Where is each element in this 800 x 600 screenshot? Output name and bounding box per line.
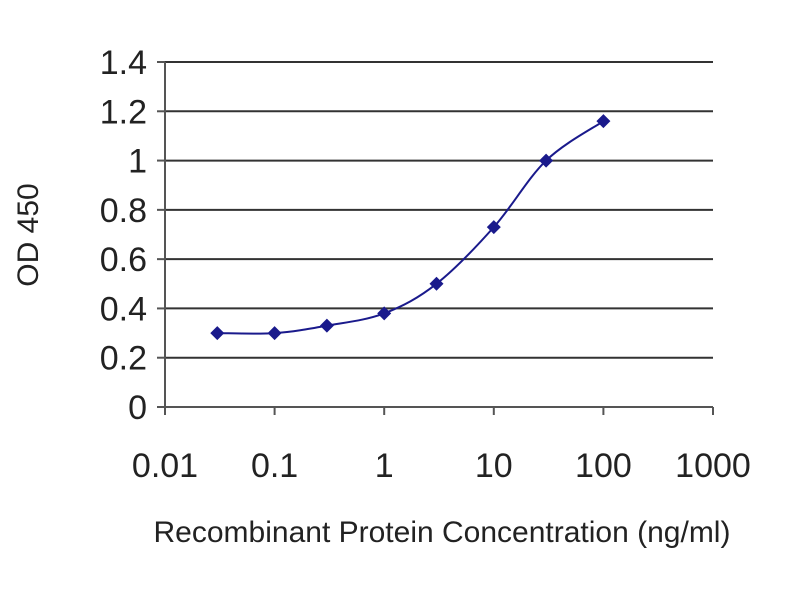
x-tick-label: 0.01 — [132, 447, 198, 485]
x-tick-label: 10 — [475, 447, 513, 485]
y-tick-label: 0 — [128, 389, 147, 427]
y-axis-title: OD 450 — [12, 183, 45, 286]
data-point — [267, 326, 282, 341]
data-point — [429, 276, 444, 291]
y-tick-label: 1.4 — [100, 44, 147, 82]
y-tick-label: 0.6 — [100, 241, 147, 279]
x-tick-label: 0.1 — [251, 447, 298, 485]
x-axis-title: Recombinant Protein Concentration (ng/ml… — [154, 516, 731, 549]
data-point — [377, 306, 392, 321]
data-point — [596, 114, 611, 129]
x-tick-label: 100 — [575, 447, 632, 485]
y-tick-label: 0.2 — [100, 340, 147, 378]
grid-lines — [165, 61, 713, 359]
x-axis-ticks: 0.01 0.1 1 10 100 1000 — [132, 407, 751, 485]
plot-area — [165, 62, 713, 407]
y-tick-label: 0.4 — [100, 290, 147, 328]
x-tick-label: 1000 — [675, 447, 751, 485]
data-point — [486, 220, 501, 235]
y-axis-ticks: 0 0.2 0.4 0.6 0.8 1 1.2 1.4 — [100, 44, 165, 427]
data-point — [319, 318, 334, 333]
y-tick-label: 0.8 — [100, 192, 147, 230]
data-point — [210, 326, 225, 341]
series-group — [210, 114, 611, 341]
y-tick-label: 1 — [128, 143, 147, 181]
y-tick-label: 1.2 — [100, 93, 147, 131]
data-point — [539, 153, 554, 168]
x-tick-label: 1 — [375, 447, 394, 485]
